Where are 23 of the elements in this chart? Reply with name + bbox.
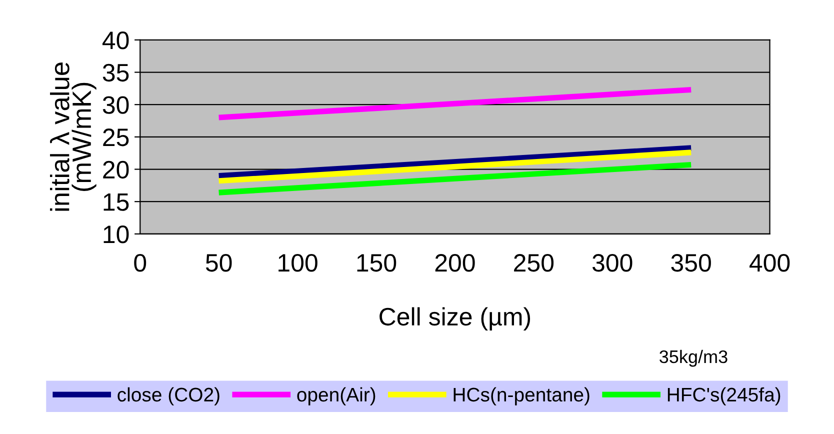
text: 35kg/m3 xyxy=(660,350,728,367)
x-tick-label: 150 xyxy=(357,254,396,272)
y-axis-title: initial λ value (mW/mK) xyxy=(50,62,96,211)
x-axis-title: Cell size (µm) xyxy=(380,307,530,331)
y-tick-label: 35 xyxy=(102,64,129,82)
x-tick-label: 0 xyxy=(134,254,146,272)
legend-label: HFC's(245fa) xyxy=(668,387,780,406)
y-tick-label: 20 xyxy=(103,160,129,179)
x-tick-label: 400 xyxy=(750,254,790,272)
x-tick-label: 50 xyxy=(206,254,232,272)
x-tick-label: 200 xyxy=(435,254,475,272)
legend-label: HCs(n-pentane) xyxy=(454,387,590,406)
y-tick-label: 10 xyxy=(104,226,129,244)
legend-label: open(Air) xyxy=(297,387,376,406)
legend-label: close (CO2) xyxy=(118,387,220,406)
x-tick-label: 300 xyxy=(592,254,632,272)
y-tick-label: 40 xyxy=(102,32,129,50)
y-tick-label: 15 xyxy=(104,193,129,211)
x-tick-label: 350 xyxy=(671,254,711,272)
y-tick-label: 25 xyxy=(103,128,129,146)
x-tick-label: 100 xyxy=(278,254,318,272)
y-tick-label: 30 xyxy=(102,96,129,114)
x-tick-label: 250 xyxy=(514,254,554,272)
